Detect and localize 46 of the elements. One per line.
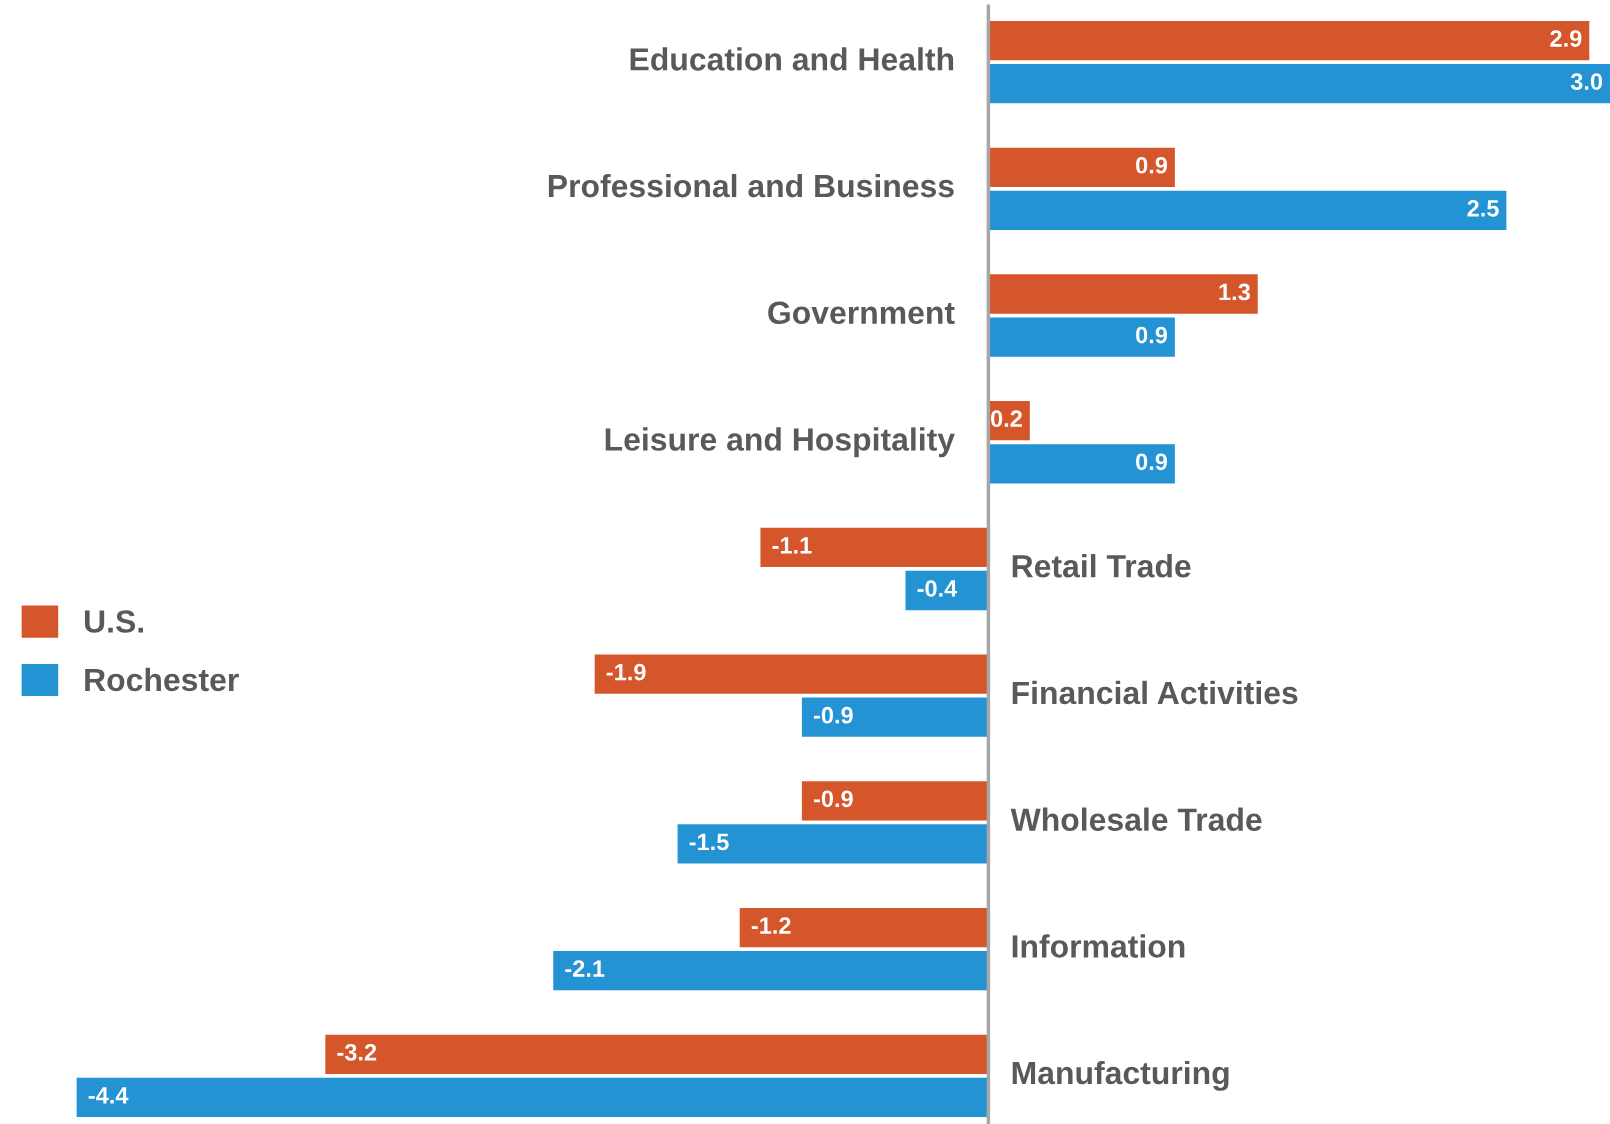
data-label: 0.9 — [1136, 326, 1168, 344]
bar — [905, 570, 989, 611]
bar — [988, 147, 1175, 187]
bar — [988, 444, 1175, 484]
data-label: 3.0 — [1570, 73, 1603, 91]
bar — [988, 317, 1175, 357]
y-tick-label: Retail Trade — [1012, 554, 1191, 578]
bar — [553, 951, 989, 991]
y-tick-label: Education and Health — [630, 47, 954, 71]
legend-label: Rochester — [85, 667, 239, 692]
data-label: -0.9 — [813, 706, 853, 724]
y-tick-label: Leisure and Hospitality — [605, 427, 955, 458]
bar — [988, 63, 1610, 104]
bar — [988, 20, 1590, 61]
data-label: -1.2 — [751, 917, 791, 934]
y-tick-label: Government — [768, 301, 955, 325]
y-tick-label: Financial Activities — [1012, 680, 1298, 705]
bar — [677, 824, 989, 864]
y-tick-label: Professional and Business — [548, 173, 954, 198]
y-tick-label: Wholesale Trade — [1010, 807, 1262, 831]
data-label: -0.4 — [917, 580, 958, 597]
data-label: 2.5 — [1467, 199, 1499, 217]
data-label: -4.4 — [88, 1087, 129, 1104]
data-label: 2.9 — [1550, 30, 1582, 47]
data-label: -0.9 — [813, 790, 853, 808]
data-label: -2.1 — [565, 960, 605, 977]
legend-label: U.S. — [84, 610, 143, 633]
bar — [988, 190, 1507, 230]
data-label: 1.3 — [1219, 283, 1250, 301]
data-label: 0.9 — [1136, 453, 1168, 471]
y-tick-label: Information — [1012, 934, 1185, 958]
bar — [988, 274, 1258, 314]
y-tick-label: Manufacturing — [1012, 1060, 1229, 1091]
bar — [325, 1034, 989, 1074]
data-label: 0.2 — [990, 410, 1022, 428]
data-label: -1.1 — [772, 537, 812, 554]
bar — [801, 697, 989, 737]
bar — [739, 907, 989, 948]
bar — [594, 654, 989, 694]
bar — [760, 527, 989, 568]
bar — [76, 1077, 989, 1118]
data-label: -1.9 — [606, 663, 646, 681]
data-label: -3.2 — [337, 1043, 377, 1061]
bar — [801, 781, 989, 821]
data-label: -1.5 — [689, 833, 729, 851]
data-label: 0.9 — [1136, 156, 1168, 174]
